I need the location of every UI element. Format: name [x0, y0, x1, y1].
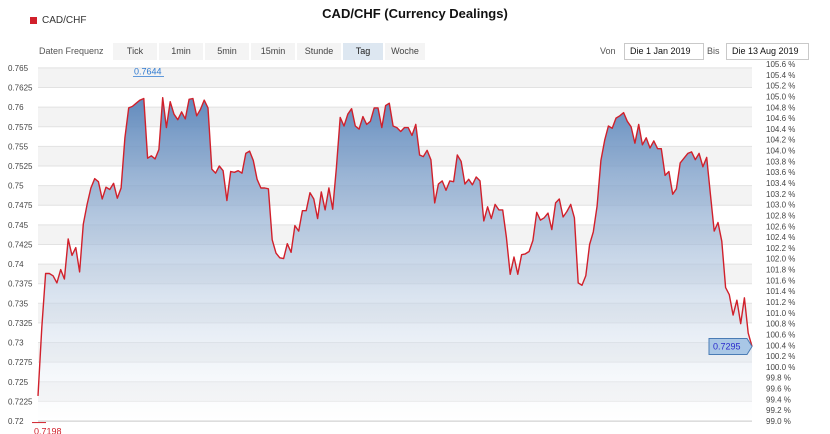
- right-tick-label: 101.8 %: [766, 266, 795, 275]
- y-tick-label: 0.7375: [8, 280, 33, 289]
- y-tick-label: 0.72: [8, 417, 24, 426]
- right-tick-label: 102.4 %: [766, 233, 795, 242]
- right-tick-label: 104.8 %: [766, 103, 795, 112]
- chart-title: CAD/CHF (Currency Dealings): [322, 6, 508, 21]
- right-tick-label: 99.0 %: [766, 417, 791, 426]
- y-tick-label: 0.7475: [8, 201, 33, 210]
- right-tick-label: 102.2 %: [766, 244, 795, 253]
- from-label: Von: [600, 46, 616, 56]
- right-tick-label: 102.8 %: [766, 211, 795, 220]
- right-tick-label: 99.6 %: [766, 385, 791, 394]
- y-tick-label: 0.7575: [8, 123, 33, 132]
- legend: CAD/CHF: [30, 15, 86, 26]
- y-tick-label: 0.73: [8, 339, 24, 348]
- frequency-label: Daten Frequenz: [39, 46, 104, 56]
- tab-15min[interactable]: 15min: [251, 43, 295, 60]
- right-tick-label: 102.0 %: [766, 255, 795, 264]
- legend-swatch: [30, 17, 37, 24]
- right-tick-label: 99.4 %: [766, 395, 791, 404]
- y-tick-label: 0.7425: [8, 240, 33, 249]
- last-value-label: 0.7295: [713, 341, 741, 351]
- right-tick-label: 100.4 %: [766, 341, 795, 350]
- tab-1min[interactable]: 1min: [159, 43, 203, 60]
- y-tick-label: 0.74: [8, 260, 24, 269]
- grid-band: [38, 67, 752, 88]
- right-tick-label: 103.8 %: [766, 157, 795, 166]
- area-fill: [38, 97, 752, 421]
- right-tick-label: 105.2 %: [766, 82, 795, 91]
- grid-band: [38, 381, 752, 402]
- right-tick-label: 104.0 %: [766, 147, 795, 156]
- to-date-field[interactable]: Die 13 Aug 2019: [726, 43, 809, 60]
- right-tick-label: 105.0 %: [766, 92, 795, 101]
- y-tick-label: 0.7525: [8, 162, 33, 171]
- right-tick-label: 102.6 %: [766, 222, 795, 231]
- y-tick-label: 0.735: [8, 299, 29, 308]
- right-tick-label: 100.2 %: [766, 352, 795, 361]
- y-tick-label: 0.725: [8, 378, 29, 387]
- last-value-box: [708, 337, 753, 355]
- right-tick-label: 103.0 %: [766, 201, 795, 210]
- legend-label: CAD/CHF: [42, 15, 87, 26]
- grid-band: [38, 303, 752, 323]
- max-label: 0.7644: [134, 67, 162, 77]
- from-date-field[interactable]: Die 1 Jan 2019: [624, 43, 704, 60]
- right-tick-label: 103.4 %: [766, 179, 795, 188]
- right-tick-label: 100.0 %: [766, 363, 795, 372]
- y-tick-label: 0.7625: [8, 84, 33, 93]
- y-tick-label: 0.7225: [8, 397, 33, 406]
- right-tick-label: 103.2 %: [766, 190, 795, 199]
- right-tick-label: 105.6 %: [766, 60, 795, 69]
- right-tick-label: 104.2 %: [766, 136, 795, 145]
- series-line: [37, 97, 753, 396]
- tab-tag[interactable]: Tag: [343, 43, 383, 60]
- tab-woche[interactable]: Woche: [385, 43, 425, 60]
- right-tick-label: 99.8 %: [766, 374, 791, 383]
- y-tick-label: 0.765: [8, 64, 29, 73]
- right-tick-label: 100.8 %: [766, 320, 795, 329]
- grid-band: [38, 224, 752, 245]
- y-tick-label: 0.7275: [8, 358, 33, 367]
- right-tick-label: 101.0 %: [766, 309, 795, 318]
- y-tick-label: 0.76: [8, 103, 24, 112]
- y-tick-label: 0.755: [8, 142, 29, 151]
- right-tick-label: 101.4 %: [766, 287, 795, 296]
- min-label: 0.7198: [34, 427, 62, 434]
- y-tick-label: 0.745: [8, 221, 29, 230]
- right-tick-label: 99.2 %: [766, 406, 791, 415]
- grid-band: [38, 146, 752, 166]
- right-tick-label: 104.6 %: [766, 114, 795, 123]
- right-tick-label: 101.2 %: [766, 298, 795, 307]
- y-tick-label: 0.75: [8, 182, 24, 191]
- right-tick-label: 101.6 %: [766, 276, 795, 285]
- grid-band: [38, 185, 752, 206]
- right-tick-label: 104.4 %: [766, 125, 795, 134]
- tab-5min[interactable]: 5min: [205, 43, 249, 60]
- right-tick-label: 105.4 %: [766, 71, 795, 80]
- grid-band: [38, 264, 752, 284]
- to-label: Bis: [707, 46, 720, 56]
- tab-stunde[interactable]: Stunde: [297, 43, 341, 60]
- tab-tick[interactable]: Tick: [113, 43, 157, 60]
- grid-band: [38, 107, 752, 127]
- right-tick-label: 103.6 %: [766, 168, 795, 177]
- frequency-tabs: Tick 1min 5min 15min Stunde Tag Woche: [113, 43, 427, 60]
- y-tick-label: 0.7325: [8, 319, 33, 328]
- right-tick-label: 100.6 %: [766, 330, 795, 339]
- grid-band: [38, 342, 752, 363]
